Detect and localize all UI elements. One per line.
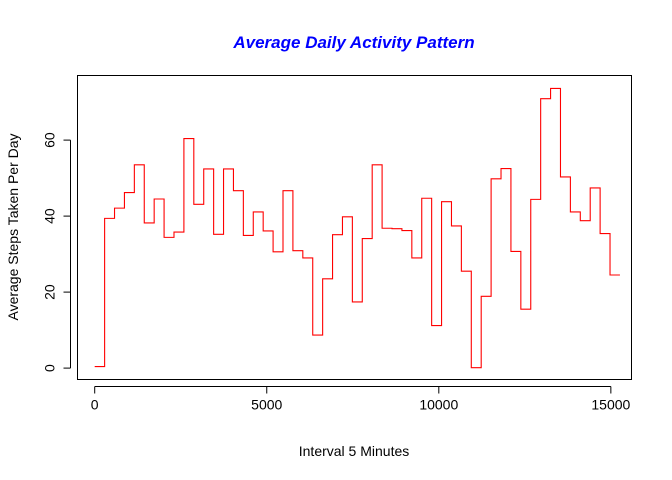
plot-area [77,75,632,380]
x-tick-label: 0 [91,397,99,413]
y-axis: 0 20 40 60 [42,132,71,372]
x-axis: 0 5000 10000 15000 [91,386,631,413]
y-axis-label: Average Steps Taken Per Day [5,133,21,320]
y-tick-label: 20 [42,284,58,300]
x-axis-label: Interval 5 Minutes [299,443,410,459]
y-tick-label: 60 [42,132,58,148]
y-tick-label: 0 [42,364,58,372]
x-tick-label: 15000 [591,397,630,413]
x-tick-label: 5000 [251,397,282,413]
series-line-0 [94,87,620,369]
x-tick-label: 10000 [419,397,458,413]
series-layer [94,87,620,369]
chart-title: Average Daily Activity Pattern [232,33,474,52]
y-tick-label: 40 [42,208,58,224]
